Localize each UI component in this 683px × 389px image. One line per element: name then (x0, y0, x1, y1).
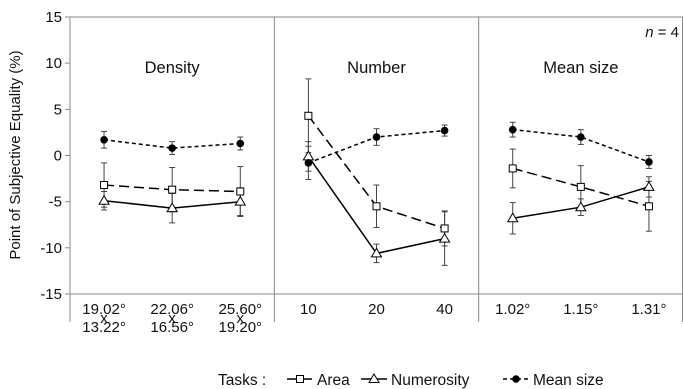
legend-area-label: Area (317, 372, 350, 389)
mean-size-line (104, 139, 241, 149)
mean-size-point (508, 125, 517, 134)
area-line (512, 167, 650, 208)
legend-mean-size-label: Mean size (533, 372, 604, 389)
area-point (372, 202, 381, 211)
mean-size-point (304, 159, 313, 167)
y-tick-label: 15 (45, 9, 62, 26)
legend: Tasks : Area Numerosity Mean size (218, 372, 604, 389)
x-tick-label: 22.06° x 16.56° (150, 301, 194, 336)
x-tick-label: 10 (300, 301, 317, 318)
area-point (508, 164, 517, 173)
mean-size-point (372, 133, 381, 141)
area-point (440, 224, 449, 233)
numerosity-point (438, 232, 451, 243)
x-tick-labels: 19.02° x 13.22° 22.06° x 16.56° 25.60° x 19.20° 1… (82, 301, 666, 336)
numerosity-point (166, 202, 179, 213)
mean-size-point (100, 136, 108, 144)
y-axis-label: Point of Subjective Equality (%) (7, 50, 24, 259)
x-tick-label: 1.31° (631, 301, 666, 318)
mean-size-point (168, 144, 176, 152)
x-tick-label: 20 (368, 301, 385, 318)
mean-size-point (236, 139, 245, 148)
panel-title: Density (145, 59, 201, 77)
mean-size-point (577, 133, 585, 141)
area-point (236, 187, 245, 196)
numerosity-point (98, 194, 110, 205)
mean-size-line (512, 128, 650, 163)
mean-size-point (645, 158, 653, 166)
axes: 15 10 5 0 -5 -10 -15 (40, 9, 683, 322)
y-tick-label: 5 (54, 101, 62, 118)
area-point (100, 181, 109, 190)
x-tick-label: 25.60° x 19.20° (219, 301, 263, 336)
legend-prefix: Tasks : (218, 372, 266, 389)
numerosity-point (506, 212, 519, 223)
x-tick-label: 19.02° x 13.22° (82, 301, 126, 336)
y-tick-label: -5 (49, 194, 62, 211)
y-tick-label: 0 (54, 148, 62, 165)
mean-size-point (440, 126, 449, 135)
y-tick-label: -10 (40, 240, 62, 257)
panel-title: Mean size (543, 59, 618, 77)
panel-title: Number (347, 59, 406, 77)
legend-numerosity-marker (368, 373, 380, 383)
sample-size-annotation: n = 4 (645, 24, 679, 41)
numerosity-point (643, 180, 655, 191)
x-tick-label: 40 (436, 301, 453, 318)
area-point (644, 202, 653, 211)
sample-size-value: = 4 (654, 24, 679, 41)
area-point (304, 111, 313, 120)
series-markers (98, 111, 655, 258)
x-tick-label: 1.02° (495, 301, 530, 318)
numerosity-point (370, 247, 383, 258)
numerosity-point (302, 150, 315, 161)
legend-mean-size-marker (512, 375, 520, 383)
area-point (576, 182, 585, 191)
legend-area-marker (296, 375, 304, 383)
y-tick-label: 10 (45, 55, 62, 72)
error-bars (101, 78, 652, 266)
x-tick-label: 1.15° (563, 301, 598, 318)
numerosity-point (234, 195, 247, 206)
area-point (168, 185, 177, 194)
numerosity-point (574, 201, 587, 212)
legend-numerosity-label: Numerosity (391, 372, 470, 389)
sample-size-variable: n (645, 24, 653, 41)
y-tick-label: -15 (40, 286, 62, 303)
panel-titles: Density Number Mean size (145, 59, 619, 77)
